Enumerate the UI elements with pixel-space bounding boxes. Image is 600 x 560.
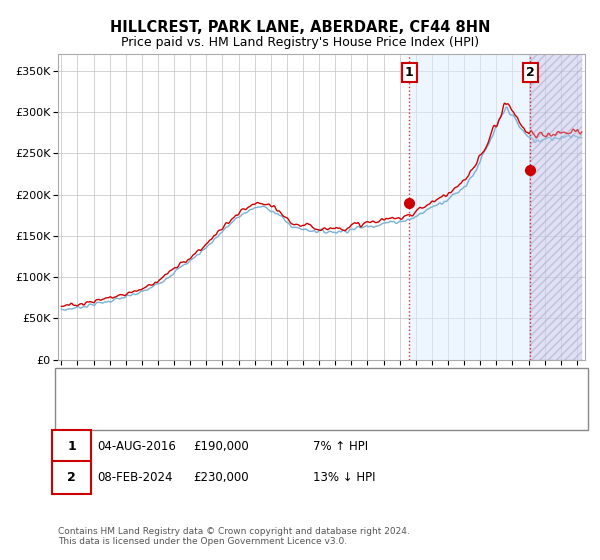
Text: 2: 2 <box>526 66 535 79</box>
Text: 1: 1 <box>67 440 76 453</box>
Text: ——: —— <box>70 395 98 409</box>
Text: 08-FEB-2024: 08-FEB-2024 <box>97 471 173 484</box>
Text: £230,000: £230,000 <box>193 471 249 484</box>
Text: 13% ↓ HPI: 13% ↓ HPI <box>313 471 376 484</box>
Text: £190,000: £190,000 <box>193 440 249 453</box>
Text: 7% ↑ HPI: 7% ↑ HPI <box>313 440 368 453</box>
Bar <box>530 54 582 360</box>
Text: Contains HM Land Registry data © Crown copyright and database right 2024.
This d: Contains HM Land Registry data © Crown c… <box>58 526 410 546</box>
Text: 2: 2 <box>67 471 76 484</box>
Text: 1: 1 <box>405 66 414 79</box>
Text: ——: —— <box>70 372 98 386</box>
Text: 04-AUG-2016: 04-AUG-2016 <box>97 440 176 453</box>
Bar <box>409 54 530 360</box>
Text: Price paid vs. HM Land Registry's House Price Index (HPI): Price paid vs. HM Land Registry's House … <box>121 36 479 49</box>
Text: HILLCREST, PARK LANE, ABERDARE, CF44 8HN (detached house): HILLCREST, PARK LANE, ABERDARE, CF44 8HN… <box>106 374 467 384</box>
Text: HPI: Average price, detached house, Rhondda Cynon Taf: HPI: Average price, detached house, Rhon… <box>106 396 421 407</box>
Text: HILLCREST, PARK LANE, ABERDARE, CF44 8HN: HILLCREST, PARK LANE, ABERDARE, CF44 8HN <box>110 20 490 35</box>
